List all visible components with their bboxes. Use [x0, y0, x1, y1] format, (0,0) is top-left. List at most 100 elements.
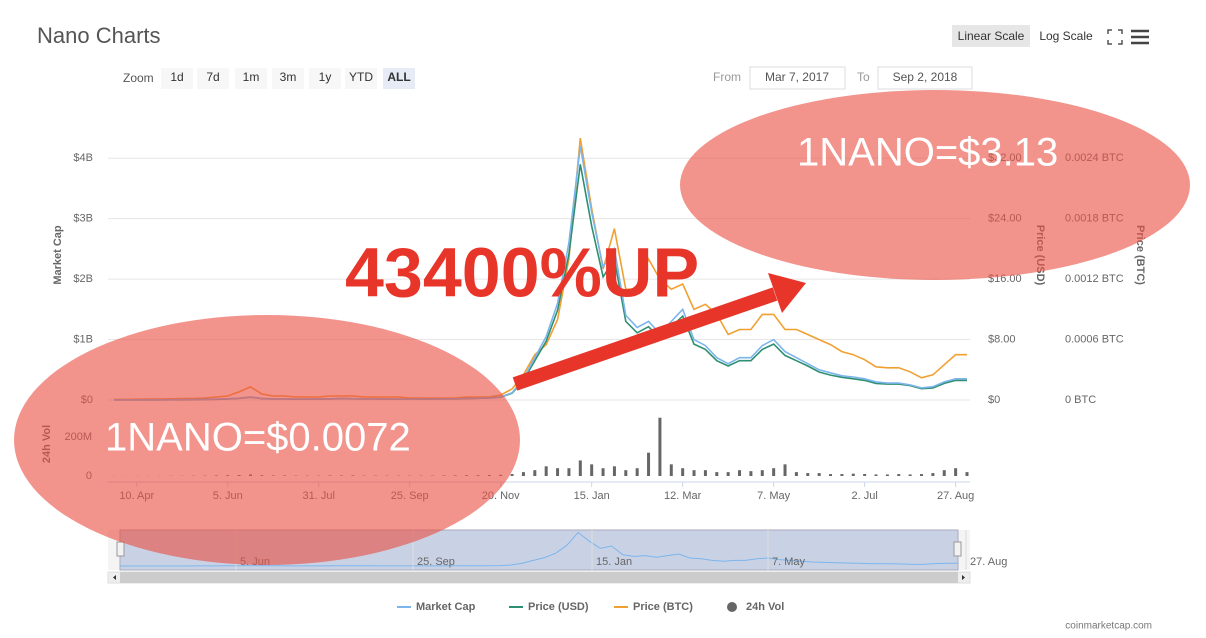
zoom-button[interactable]	[272, 68, 304, 89]
volume-bar	[590, 464, 594, 476]
start-price-note: 1NANO=$0.0072	[105, 416, 411, 460]
growth-arrowhead	[768, 273, 806, 313]
legend: Market Cap Price (USD) Price (BTC) 24h Vol	[397, 601, 784, 613]
zoom-button-label[interactable]: 3m	[280, 70, 297, 84]
credit: coinmarketcap.com	[1065, 621, 1152, 632]
legend-label[interactable]: Price (USD)	[528, 601, 589, 613]
linear-scale-label[interactable]: Linear Scale	[958, 29, 1025, 43]
volume-bar	[874, 474, 878, 476]
zoom-button[interactable]	[197, 68, 229, 89]
volume-bar	[703, 470, 707, 476]
volume-bar	[783, 464, 787, 476]
zoom-label: Zoom	[123, 71, 154, 85]
volume-bar	[738, 470, 742, 476]
volume-bar	[726, 472, 730, 476]
volume-bar	[692, 470, 696, 476]
volume-bar	[760, 470, 764, 476]
volume-bar	[794, 472, 798, 476]
volume-bar	[567, 468, 571, 476]
volume-bar	[908, 474, 912, 476]
zoom-button[interactable]	[235, 68, 267, 89]
volume-bar	[715, 472, 719, 476]
y-tick-label: 0 BTC	[1065, 394, 1096, 406]
volume-bar	[578, 460, 582, 476]
volume-bar	[612, 466, 616, 476]
volume-bar	[544, 466, 548, 476]
navigator-label: 27. Aug	[970, 556, 1007, 568]
volume-bar	[806, 473, 810, 476]
fullscreen-icon[interactable]	[1107, 29, 1123, 45]
y-tick-label: 0.0006 BTC	[1065, 333, 1124, 345]
x-tick-label: 2. Jul	[851, 490, 877, 502]
zoom-button-label[interactable]: 1y	[319, 70, 332, 84]
to-input[interactable]	[877, 66, 973, 90]
zoom-button-label[interactable]: YTD	[349, 70, 373, 84]
volume-bar	[817, 473, 821, 476]
volume-bar	[851, 473, 855, 476]
legend-symbol[interactable]	[727, 602, 737, 612]
x-tick-label: 15. Jan	[574, 490, 610, 502]
log-scale-label[interactable]: Log Scale	[1039, 29, 1093, 43]
linear-scale-button[interactable]	[952, 25, 1030, 47]
menu-icon[interactable]	[1131, 29, 1149, 45]
navigator-handle[interactable]	[116, 541, 125, 557]
volume-bar	[521, 472, 525, 476]
legend-label[interactable]: 24h Vol	[746, 601, 784, 613]
zoom-button-label[interactable]: 7d	[206, 70, 219, 84]
highlight-ellipse	[680, 90, 1190, 280]
navigator-line	[120, 531, 958, 567]
volume-bar	[829, 474, 833, 476]
zoom-buttons: 1d 7d 1m 3m 1y YTD ALL	[161, 68, 415, 89]
zoom-button[interactable]	[345, 68, 377, 89]
legend-label[interactable]: Market Cap	[416, 601, 476, 613]
volume-bar	[885, 474, 889, 476]
navigator-handle[interactable]	[953, 541, 962, 557]
from-date[interactable]: Mar 7, 2017	[765, 70, 829, 84]
y-tick-label: 0.0012 BTC	[1065, 273, 1124, 285]
zoom-button-label[interactable]: 1d	[170, 70, 183, 84]
volume-bar	[897, 474, 901, 476]
x-tick-label: 12. Mar	[664, 490, 702, 502]
volume-bar	[647, 452, 651, 476]
volume-bar	[840, 474, 844, 476]
navigator-label: 7. May	[772, 556, 806, 568]
volume-bar	[954, 468, 958, 476]
chart-title: Nano Charts	[37, 23, 161, 48]
volume-bar	[772, 468, 776, 476]
navigator-label: 15. Jan	[596, 556, 632, 568]
legend-label[interactable]: Price (BTC)	[633, 601, 693, 613]
zoom-button-label[interactable]: 1m	[243, 70, 260, 84]
zoom-button[interactable]	[383, 68, 415, 89]
volume-bar	[510, 474, 514, 476]
x-tick-label: 27. Aug	[937, 490, 974, 502]
volume-bar	[658, 417, 662, 476]
y-tick-label: $3B	[73, 213, 93, 225]
volume-bar	[556, 468, 560, 476]
navigator-label: 25. Sep	[417, 556, 455, 568]
y-tick-label: $4B	[73, 152, 93, 164]
highlight-ellipse	[14, 315, 520, 565]
x-tick-label: 7. May	[757, 490, 791, 502]
zoom-button-label[interactable]: ALL	[387, 70, 410, 84]
to-label: To	[857, 70, 870, 84]
growth-arrow	[512, 287, 778, 391]
zoom-button[interactable]	[309, 68, 341, 89]
scrollbar-thumb[interactable]	[120, 572, 958, 583]
volume-bar	[669, 464, 673, 476]
volume-bar	[749, 471, 753, 476]
volume-bar	[533, 470, 537, 476]
volume-bar	[942, 470, 946, 476]
volume-bar	[931, 473, 935, 476]
volume-bar	[681, 468, 685, 476]
growth-note: 43400%UP	[345, 233, 699, 311]
volume-bar	[624, 470, 628, 476]
y-tick-label: $2B	[73, 273, 93, 285]
current-price-note: 1NANO=$3.13	[797, 131, 1058, 175]
from-label: From	[713, 70, 741, 84]
to-date[interactable]: Sep 2, 2018	[893, 70, 958, 84]
zoom-button[interactable]	[161, 68, 193, 89]
volume-bar	[601, 468, 605, 476]
from-input[interactable]	[749, 66, 846, 90]
